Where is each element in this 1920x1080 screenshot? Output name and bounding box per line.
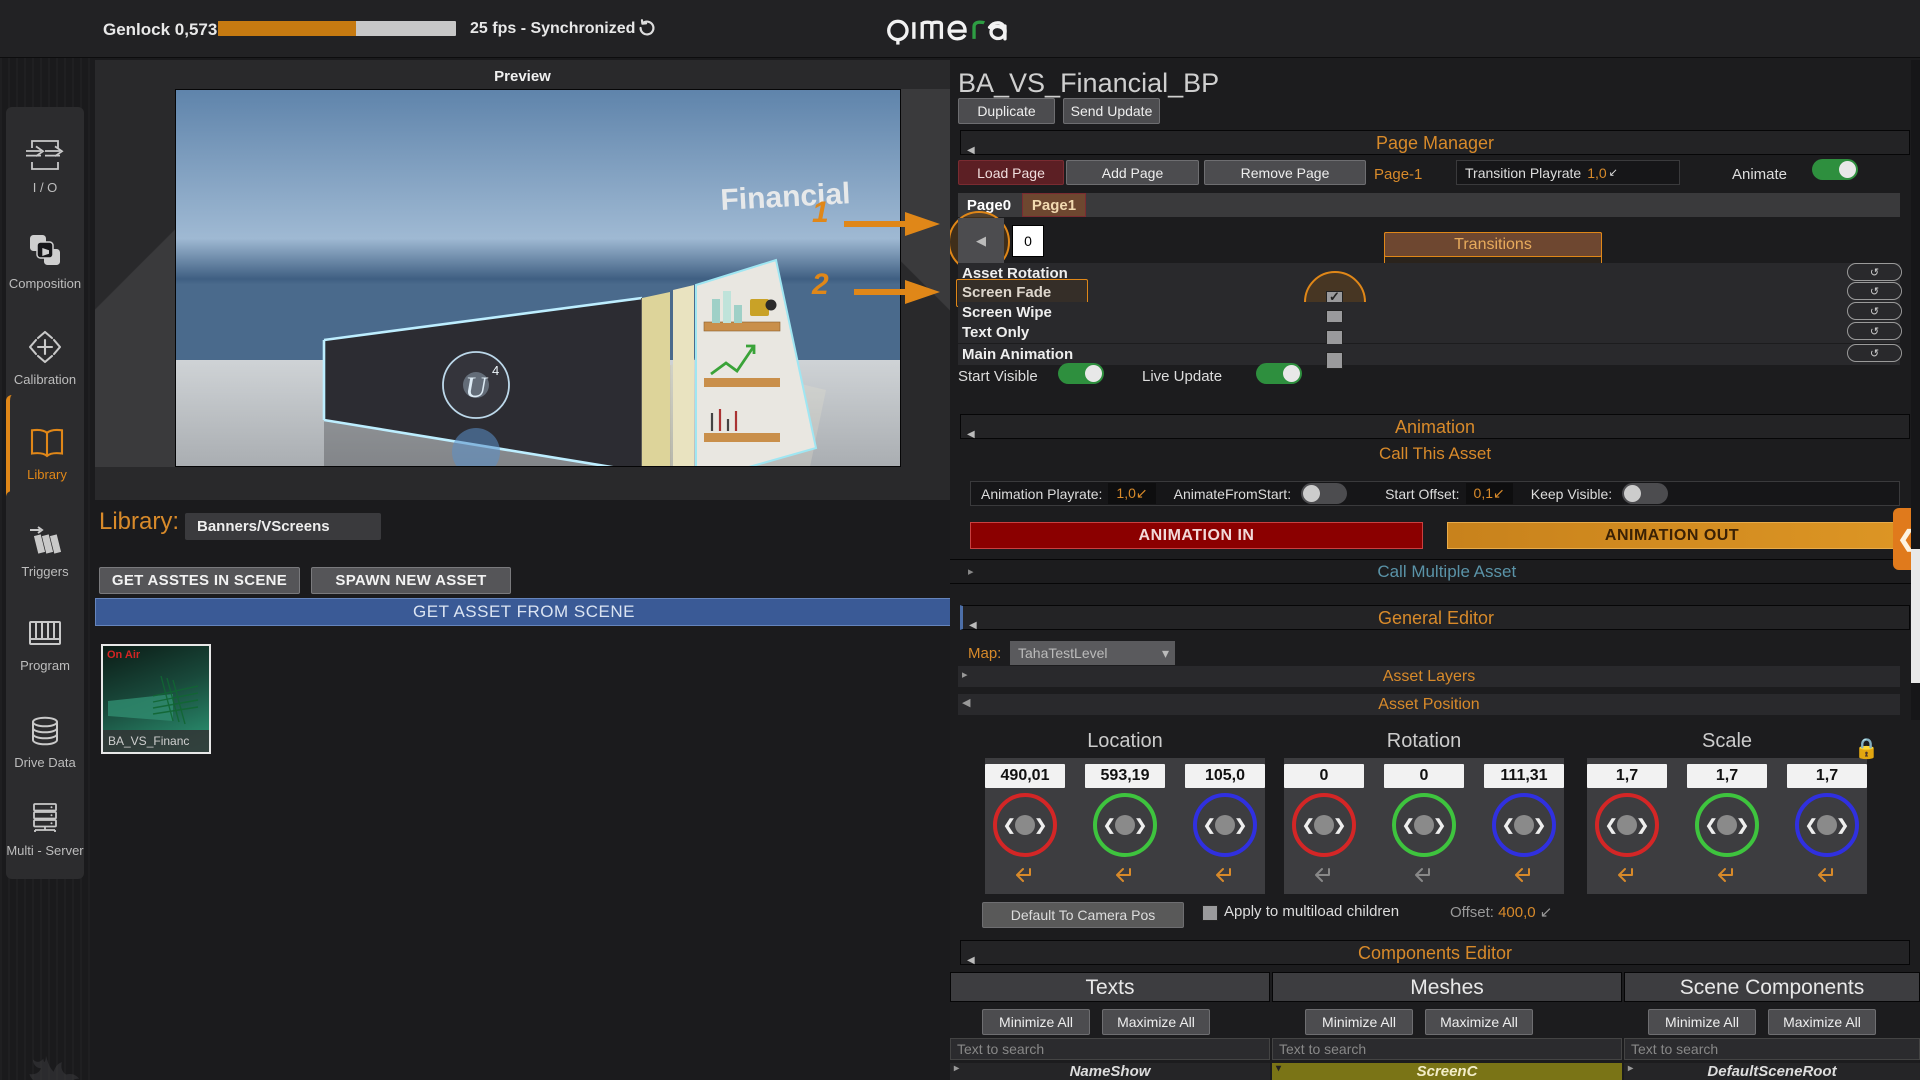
- svg-text:Financial: Financial: [720, 177, 852, 217]
- svg-text:4: 4: [492, 363, 499, 378]
